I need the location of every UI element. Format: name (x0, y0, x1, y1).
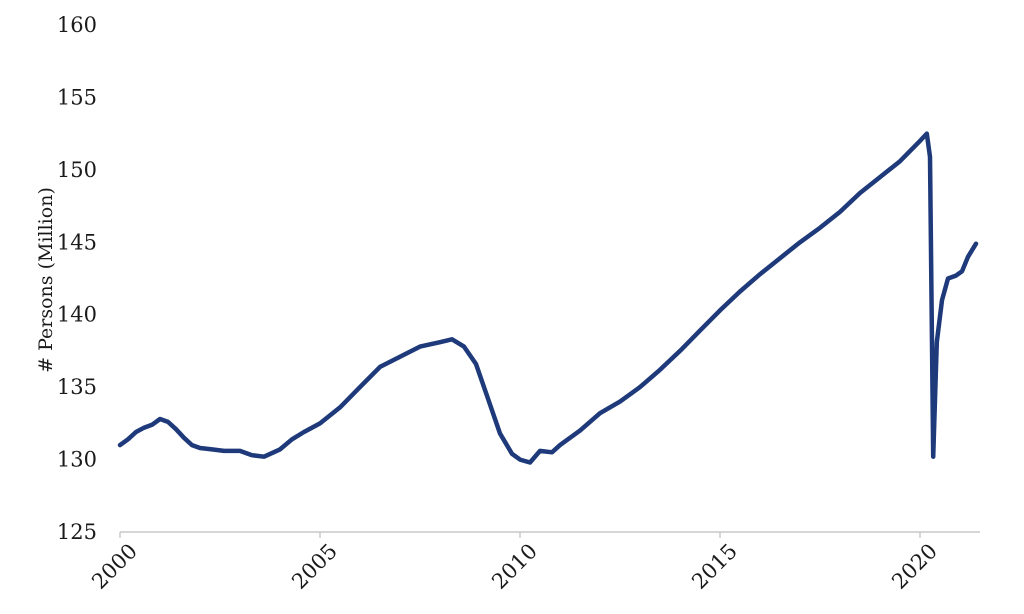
x-tick-label: 2005 (287, 539, 342, 594)
y-tick-label: 135 (57, 375, 97, 399)
y-axis-ticks: 125 130 135 140 145 150 155 160 (57, 13, 97, 544)
x-tick-label: 2015 (687, 539, 742, 594)
y-tick-label: 130 (57, 448, 97, 472)
y-tick-label: 145 (57, 230, 97, 254)
x-tick-label: 2010 (487, 539, 542, 594)
series-line (117, 131, 979, 465)
y-tick-label: 140 (57, 303, 97, 327)
x-tick-label: 2000 (87, 539, 142, 594)
y-tick-label: 150 (57, 158, 97, 182)
x-tick-label: 2020 (887, 539, 942, 594)
y-tick-label: 125 (57, 520, 97, 544)
y-tick-label: 155 (57, 85, 97, 109)
x-axis: 2000 2005 2010 2015 2020 (87, 531, 980, 594)
y-tick-label: 160 (57, 13, 97, 37)
y-axis-title: # Persons (Million) (35, 187, 57, 373)
